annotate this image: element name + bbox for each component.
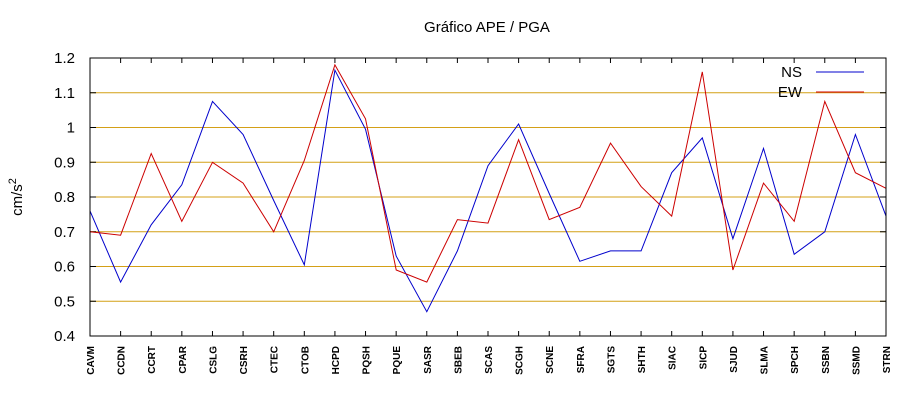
x-tick-label: SBEB [453, 346, 464, 374]
series-line-ns [89, 68, 887, 313]
y-tick-label: 0.8 [54, 189, 75, 206]
plot-frame [89, 57, 887, 337]
x-tick-label: SLMA [760, 346, 771, 374]
series-lines [89, 63, 887, 313]
legend-label-ns: NS [781, 64, 802, 81]
x-tick-label: CTEC [270, 346, 281, 373]
x-tick-label: PQUE [392, 346, 403, 375]
x-tick-label: SGTS [606, 346, 617, 374]
y-tick-label: 0.6 [54, 259, 75, 276]
y-tick-label: 1.1 [54, 85, 75, 102]
chart-title: Gráfico APE / PGA [424, 19, 550, 36]
x-tick-label: SICP [698, 346, 709, 370]
x-tick-label: SCAS [484, 346, 495, 374]
x-tick-label: SPCH [790, 346, 801, 374]
legend: NS EW [778, 64, 864, 101]
grid-lines [89, 57, 887, 337]
x-tick-label: SJUD [729, 346, 740, 373]
y-tick-label: 1 [67, 120, 75, 137]
x-tick-label: SHTH [637, 346, 648, 373]
x-tick-label: SSMD [851, 346, 862, 375]
y-axis-label-superscript: 2 [7, 178, 19, 184]
y-tick-label: 1.2 [54, 50, 75, 67]
y-axis-label: cm/s2 [7, 178, 26, 216]
x-tick-label: CAVM [86, 346, 97, 375]
x-tick-label: SCNE [545, 346, 556, 374]
legend-label-ew: EW [778, 84, 803, 101]
x-tick-label: SFRA [576, 346, 587, 373]
x-tick-label: SIAC [668, 346, 679, 370]
x-tick-label: HCPD [331, 346, 342, 374]
x-tick-label: CPAR [178, 345, 189, 373]
x-tick-label: CSRH [239, 346, 250, 374]
x-tick-label: CCDN [117, 346, 128, 375]
y-axis-label-unit: cm/s [9, 184, 26, 216]
x-tick-label: SASR [423, 345, 434, 374]
x-tick-label: SCGH [515, 346, 526, 375]
y-tick-label: 0.4 [54, 328, 75, 345]
x-tick-labels: CAVM CCDN CCRT CPAR CSLG CSRH CTEC CTOB HCPD PQSH… [86, 345, 893, 375]
x-tick-label: STRN [882, 346, 893, 373]
x-tick-label: CTOB [300, 346, 311, 374]
x-tick-label: CCRT [147, 346, 158, 374]
x-tick-label: SSBN [821, 346, 832, 374]
series-line-ew [89, 63, 887, 283]
x-tick-label: PQSH [362, 346, 373, 374]
y-tick-label: 0.5 [54, 293, 75, 310]
y-tick-label: 0.9 [54, 154, 75, 171]
y-tick-label: 0.7 [54, 224, 75, 241]
y-tick-labels: 0.4 0.5 0.6 0.7 0.8 0.9 1 1.1 1.2 [54, 50, 75, 345]
x-tick-label: CSLG [208, 346, 219, 374]
